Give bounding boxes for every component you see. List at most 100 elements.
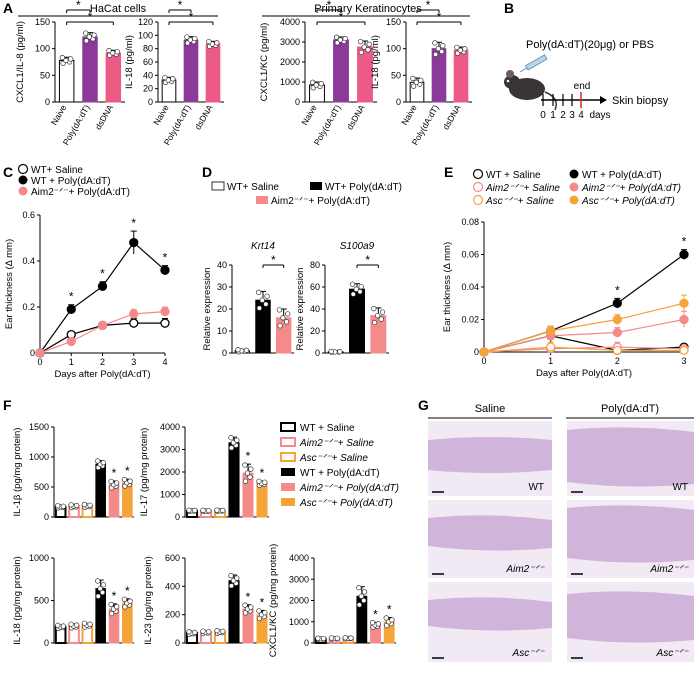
significance-star: *	[387, 603, 392, 617]
x-tick-label: 3	[681, 356, 686, 366]
y-tick-label: 0	[396, 97, 401, 107]
legend-swatch	[310, 182, 322, 190]
histology-label: Asc⁻ᐟ⁻	[512, 648, 545, 659]
y-tick-label: 60	[310, 282, 320, 292]
panel-f-legend: WT + Saline Aim2⁻ᐟ⁻+ Saline Asc⁻ᐟ⁻+ Sali…	[280, 422, 399, 509]
data-point	[95, 593, 101, 599]
data-point	[95, 578, 101, 584]
data-point	[114, 480, 120, 486]
histology-label: Asc⁻ᐟ⁻	[656, 648, 689, 659]
significance-star: *	[246, 590, 251, 604]
y-axis-label: IL-23 (pg/mg protein)	[143, 556, 154, 645]
x-tick-label: Naive	[399, 103, 419, 127]
y-tick-label: 100	[386, 44, 401, 54]
data-point	[365, 47, 371, 53]
panel-g-histology: Saline Poly(dA:dT) WT WT Aim2⁻ᐟ⁻ Aim2⁻ᐟ⁻…	[428, 403, 694, 662]
y-tick-label: 0.06	[461, 250, 479, 260]
treatment-label: Poly(dA:dT)(20μg) or PBS	[526, 39, 654, 51]
data-point	[262, 479, 268, 485]
bar	[95, 463, 106, 518]
data-point	[256, 305, 263, 311]
y-tick-label: 150	[386, 17, 401, 27]
series-point	[612, 327, 622, 338]
data-point	[60, 503, 67, 509]
panel-label-c: C	[3, 164, 13, 180]
y-tick-label: 0.4	[22, 256, 35, 266]
data-point	[60, 623, 67, 629]
x-tick-label: 2	[615, 356, 620, 366]
y-tick-label: 50	[40, 70, 50, 80]
y-tick-label: 120	[138, 17, 153, 27]
syringe-icon	[519, 54, 548, 73]
data-point	[333, 34, 340, 40]
data-point	[349, 281, 356, 287]
data-point	[318, 80, 324, 87]
legend-label: WT + Saline	[486, 170, 541, 181]
data-point	[220, 628, 226, 634]
x-tick-label: Naive	[49, 103, 69, 127]
legend-label: Asc⁻ᐟ⁻+ Poly(dA:dT)	[581, 196, 675, 207]
data-point	[127, 478, 133, 484]
data-point	[342, 635, 348, 641]
col-header-poly: Poly(dA:dT)	[601, 403, 659, 415]
y-tick-label: 60	[143, 57, 153, 67]
data-point	[86, 34, 92, 40]
data-point	[242, 602, 248, 608]
data-point	[361, 597, 367, 604]
y-axis-label: Relative expression	[295, 268, 306, 351]
y-axis-label: CXCL1/KC (pg/mg protein)	[268, 544, 279, 658]
data-point	[228, 435, 234, 441]
bar	[205, 43, 221, 103]
significance-star: *	[189, 10, 194, 24]
panel-c-legend: WT+ Saline WT + Poly(dA:dT) Aim2⁻ᐟ⁻+ Pol…	[17, 163, 130, 198]
series-line	[39, 311, 166, 354]
y-tick-label: 400	[165, 581, 180, 591]
x-tick-label: dsDNA	[441, 103, 463, 132]
y-tick-label: 1000	[160, 490, 180, 500]
data-point	[186, 629, 192, 635]
series-point	[612, 314, 622, 325]
bar	[256, 482, 268, 518]
y-tick-label: 0	[175, 638, 180, 648]
data-point	[206, 629, 212, 635]
legend-marker	[472, 181, 484, 193]
bar	[228, 580, 240, 644]
bar-chart-d1: 0 10 20 30 40 Relative expression Krt14*	[202, 241, 294, 358]
data-point	[356, 602, 363, 608]
days-unit: days	[589, 110, 610, 121]
hacat-title: HaCat cells	[90, 3, 147, 15]
data-point	[184, 34, 190, 40]
bar-chart-f1: 0 500 1000 1500 IL-1β (pg/mg protein) * *	[12, 422, 134, 522]
data-point	[243, 347, 250, 353]
legend-marker	[18, 175, 28, 185]
y-tick-label: 3000	[280, 37, 300, 47]
data-point	[192, 507, 198, 514]
x-tick-label: dsDNA	[193, 103, 215, 132]
y-tick-label: 1000	[280, 77, 300, 87]
significance-star: *	[69, 290, 74, 304]
data-point	[248, 604, 254, 610]
bar-chart-f3: 0 500 1000 IL-18 (pg/mg protein) * *	[12, 553, 134, 648]
panel-label-f: F	[3, 397, 12, 413]
data-point	[247, 474, 253, 480]
y-tick-label: 0	[45, 97, 50, 107]
line-chart-e: 0 0.02 0.04 0.06 0.08 Ear thickness (Δ mm) 0 1 2…	[442, 217, 689, 379]
series-line	[483, 254, 685, 353]
panel-label-b: B	[504, 0, 514, 16]
legend-marker	[569, 182, 579, 192]
data-point	[413, 79, 419, 85]
data-point	[68, 502, 74, 508]
data-point	[371, 306, 377, 312]
legend-label: WT+ Saline	[31, 165, 83, 176]
bar	[228, 442, 240, 518]
data-point	[263, 301, 269, 307]
y-tick-label: 0.04	[461, 282, 479, 292]
y-tick-label: 3000	[160, 445, 180, 455]
x-tick-label: Naive	[299, 103, 319, 127]
data-point	[358, 593, 364, 599]
y-axis-label: CXCL1/IL-8 (pg/ml)	[15, 21, 26, 103]
data-point	[235, 347, 241, 353]
histology-label: Aim2⁻ᐟ⁻	[649, 564, 688, 575]
